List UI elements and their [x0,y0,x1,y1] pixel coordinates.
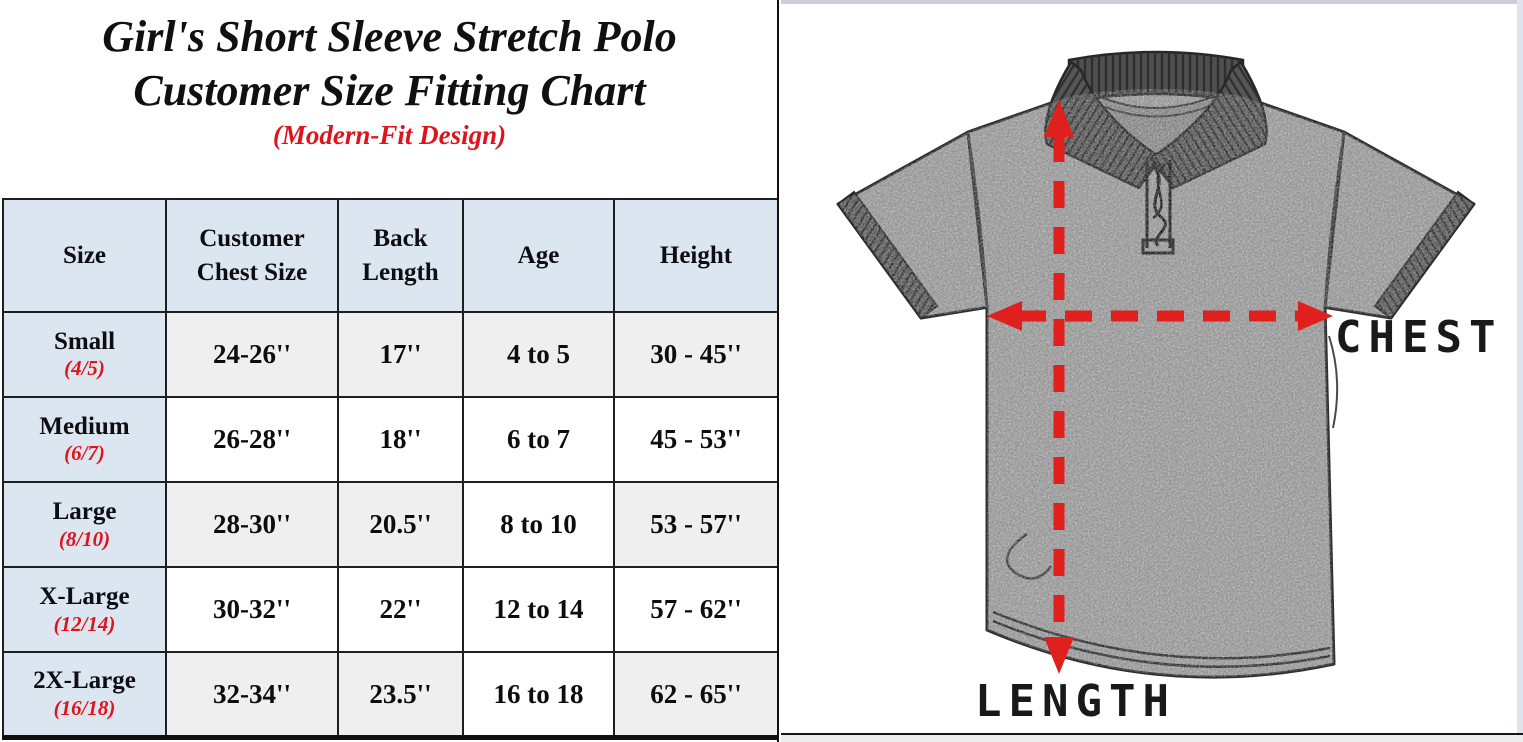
height-value: 30 - 45'' [613,310,779,399]
panel-top-border [781,0,1523,4]
height-value: 45 - 53'' [613,396,779,484]
table-row: X-Large (12/14) 30-32'' 22'' 12 to 14 57… [2,566,779,654]
length-label: LENGTH [975,676,1176,727]
size-cell: 2X-Large (16/18) [2,651,167,739]
height-value: 53 - 57'' [613,481,779,569]
back-value: 17'' [337,310,464,399]
back-value: 18'' [337,396,464,484]
header-age: Age [462,198,615,313]
age-value: 4 to 5 [462,310,615,399]
polo-shirt-illustration: CHEST LENGTH [836,50,1502,727]
length-arrow [1044,100,1074,674]
chest-value: 28-30'' [165,481,339,569]
size-alt: (16/18) [53,695,116,720]
table-header-row: Size Customer Chest Size Back Length Age… [2,198,779,313]
size-alt: (4/5) [64,356,105,381]
height-value: 57 - 62'' [613,566,779,654]
chest-value: 30-32'' [165,566,339,654]
chest-label: CHEST [1335,312,1502,363]
chest-value: 24-26'' [165,310,339,399]
header-back: Back Length [337,198,464,313]
heather-texture [838,89,1474,678]
panel-divider [777,0,779,742]
size-fitting-table: Size Customer Chest Size Back Length Age… [2,198,779,740]
height-value: 62 - 65'' [613,651,779,739]
age-value: 8 to 10 [462,481,615,569]
size-cell: Small (4/5) [2,310,167,399]
header-height: Height [613,198,779,313]
table-row: Small (4/5) 24-26'' 17'' 4 to 5 30 - 45'… [2,310,779,399]
size-chart-panel: Girl's Short Sleeve Stretch Polo Custome… [0,10,779,740]
size-alt: (8/10) [58,526,111,551]
age-value: 6 to 7 [462,396,615,484]
page-subtitle: (Modern-Fit Design) [272,120,507,151]
size-name: Medium [39,412,130,440]
page-title-line2: Customer Size Fitting Chart [133,65,646,115]
size-cell: Large (8/10) [2,481,167,569]
size-name: 2X-Large [33,667,136,695]
chest-value: 32-34'' [165,651,339,739]
table-row: Large (8/10) 28-30'' 20.5'' 8 to 10 53 -… [2,481,779,569]
size-name: Large [52,497,117,525]
header-chest: Customer Chest Size [165,198,339,313]
back-value: 20.5'' [337,481,464,569]
back-value: 23.5'' [337,651,464,739]
size-name: Small [53,327,116,355]
panel-right-border [1517,0,1523,742]
chest-value: 26-28'' [165,396,339,484]
chart-title-block: Girl's Short Sleeve Stretch Polo Custome… [0,10,779,151]
size-alt: (12/14) [53,611,116,636]
age-value: 16 to 18 [462,651,615,739]
size-name: X-Large [39,582,130,610]
back-value: 22'' [337,566,464,654]
page-title-line1: Girl's Short Sleeve Stretch Polo [102,12,677,61]
size-cell: Medium (6/7) [2,396,167,484]
header-size: Size [2,198,167,313]
table-row: 2X-Large (16/18) 32-34'' 23.5'' 16 to 18… [2,651,779,739]
table-row: Medium (6/7) 26-28'' 18'' 6 to 7 45 - 53… [2,396,779,484]
chest-arrow [987,301,1333,331]
panel-bottom-border [781,733,1523,742]
size-cell: X-Large (12/14) [2,566,167,654]
shirt-diagram-panel: CHEST LENGTH [781,0,1523,742]
age-value: 12 to 14 [462,566,615,654]
size-alt: (6/7) [64,441,105,466]
